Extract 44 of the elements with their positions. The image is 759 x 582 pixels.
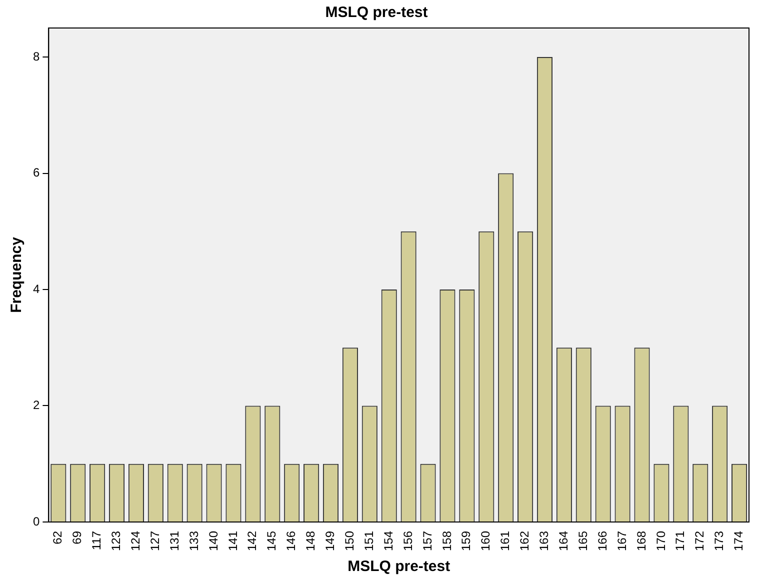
x-axis-title: MSLQ pre-test — [348, 558, 450, 576]
y-tick-label: 8 — [32, 49, 40, 64]
x-tick-label: 173 — [712, 530, 726, 552]
x-tick-label: 148 — [304, 530, 318, 552]
x-tick-label: 151 — [362, 530, 376, 552]
x-tick-label: 62 — [50, 530, 65, 544]
x-tick-label: 172 — [692, 530, 707, 552]
x-tick-label: 166 — [595, 530, 610, 552]
x-tick-label: 127 — [148, 530, 162, 552]
x-tick-label: 161 — [498, 530, 512, 552]
x-tick-label: 150 — [342, 530, 357, 552]
y-tick-label: 6 — [32, 166, 40, 180]
x-tick-label: 157 — [420, 530, 434, 552]
x-tick-label: 154 — [381, 530, 396, 552]
x-tick-label: 167 — [614, 530, 629, 552]
x-tick-label: 159 — [459, 530, 474, 552]
x-tick-label: 165 — [576, 530, 590, 552]
x-tick-label: 158 — [440, 530, 454, 552]
x-tick-label: 168 — [634, 530, 648, 552]
x-tick-label: 171 — [673, 530, 688, 552]
x-tick-label: 124 — [128, 530, 143, 552]
x-tick-label: 164 — [556, 530, 571, 552]
x-tick-label: 145 — [264, 530, 279, 552]
x-tick-label: 69 — [70, 530, 84, 544]
x-tick-label: 162 — [518, 530, 532, 552]
y-tick-label: 2 — [32, 398, 40, 412]
chart-title: MSLQ pre-test — [325, 4, 428, 22]
x-tick-label: 142 — [245, 530, 260, 552]
y-axis-title: Frequency — [8, 236, 26, 313]
x-tick-label: 123 — [109, 530, 124, 552]
x-tick-label: 117 — [90, 530, 104, 550]
x-tick-label: 160 — [478, 530, 493, 552]
x-tick-label: 156 — [400, 530, 415, 552]
x-tick-label: 170 — [654, 530, 668, 552]
x-tick-label: 131 — [167, 530, 182, 552]
x-tick-label: 133 — [186, 530, 201, 552]
x-tick-label: 149 — [323, 530, 338, 552]
x-tick-label: 146 — [284, 530, 298, 552]
y-tick-label: 0 — [32, 514, 40, 528]
y-tick-label: 4 — [32, 282, 40, 296]
x-tick-label: 141 — [226, 530, 240, 552]
x-tick-label: 163 — [537, 530, 552, 552]
x-tick-label: 140 — [206, 530, 220, 552]
x-tick-label: 174 — [732, 530, 746, 552]
